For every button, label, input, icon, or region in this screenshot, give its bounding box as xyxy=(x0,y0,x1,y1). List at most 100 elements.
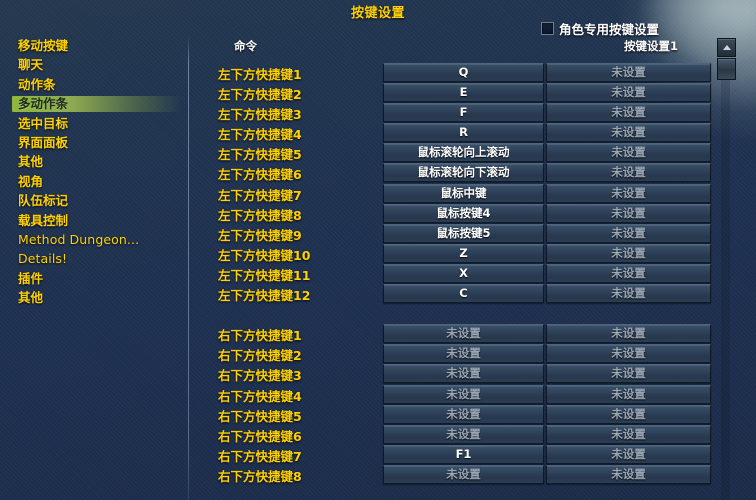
binding2-button[interactable]: 未设置 xyxy=(546,284,711,304)
command-label: 左下方快捷键2 xyxy=(218,87,302,103)
binding1-button[interactable]: 未设置 xyxy=(383,364,544,384)
table-row: 左下方快捷键11 X 未设置 xyxy=(0,263,756,283)
table-row: 左下方快捷键2 E 未设置 xyxy=(0,82,756,103)
binding2-button[interactable]: 未设置 xyxy=(546,444,711,464)
table-row: 右下方快捷键2 未设置 未设置 xyxy=(0,343,756,364)
binding2-button[interactable]: 未设置 xyxy=(546,404,711,424)
sidebar-item-highlight xyxy=(12,96,182,112)
command-label: 左下方快捷键9 xyxy=(218,227,302,243)
binding2-button[interactable]: 未设置 xyxy=(546,103,711,123)
binding2-button[interactable]: 未设置 xyxy=(546,263,711,283)
table-row: 右下方快捷键6 未设置 未设置 xyxy=(0,424,756,444)
binding2-button[interactable]: 未设置 xyxy=(546,384,711,404)
sidebar-item-2[interactable]: 动作条 xyxy=(0,75,188,94)
binding1-button[interactable]: 未设置 xyxy=(383,324,544,344)
binding1-button[interactable]: C xyxy=(383,284,544,304)
command-label: 左下方快捷键6 xyxy=(218,167,302,183)
binding2-button[interactable]: 未设置 xyxy=(546,324,711,344)
binding2-button[interactable]: 未设置 xyxy=(546,344,711,364)
binding2-button[interactable]: 未设置 xyxy=(546,143,711,163)
binding1-button[interactable]: 鼠标按键4 xyxy=(383,203,544,223)
binding2-button[interactable]: 未设置 xyxy=(546,243,711,263)
binding2-button[interactable]: 未设置 xyxy=(546,364,711,384)
binding1-button[interactable]: 未设置 xyxy=(383,404,544,424)
sidebar-item-1[interactable]: 聊天 xyxy=(0,55,188,74)
binding1-button[interactable]: E xyxy=(383,83,544,103)
sidebar-item-0[interactable]: 移动按键 xyxy=(0,36,188,55)
command-label: 左下方快捷键4 xyxy=(218,127,302,143)
sidebar-item-3[interactable]: 多动作条 xyxy=(0,94,188,113)
command-label: 左下方快捷键3 xyxy=(218,107,302,123)
binding2-button[interactable]: 未设置 xyxy=(546,123,711,143)
sidebar-item-9[interactable]: 载具控制 xyxy=(0,211,188,230)
column-header-binding1: 按键设置1 xyxy=(623,39,678,53)
binding2-button[interactable]: 未设置 xyxy=(546,163,711,183)
sidebar-item-5[interactable]: 界面面板 xyxy=(0,133,188,152)
sidebar-item-label: 视角 xyxy=(18,173,44,189)
binding2-button[interactable]: 未设置 xyxy=(546,203,711,223)
command-label: 左下方快捷键8 xyxy=(218,207,302,223)
binding2-button[interactable]: 未设置 xyxy=(546,63,711,82)
binding2-button[interactable]: 未设置 xyxy=(546,424,711,444)
keybinding-list-scrollbar[interactable] xyxy=(717,38,736,500)
character-specific-bindings-checkbox[interactable]: 角色专用按键设置 xyxy=(541,19,659,38)
sidebar-item-label: 其他 xyxy=(18,154,44,170)
table-row: 左下方快捷键12 C 未设置 xyxy=(0,283,756,304)
binding1-button[interactable]: R xyxy=(383,123,544,143)
command-label: 右下方快捷键1 xyxy=(218,328,302,344)
sidebar-item-7[interactable]: 视角 xyxy=(0,172,188,191)
binding1-button[interactable]: 未设置 xyxy=(383,344,544,364)
binding2-button[interactable]: 未设置 xyxy=(546,183,711,203)
sidebar-item-label: 界面面板 xyxy=(18,134,69,150)
checkbox-unchecked-icon[interactable] xyxy=(541,22,554,35)
scrollbar-thumb[interactable] xyxy=(717,58,736,80)
binding1-button[interactable]: 未设置 xyxy=(383,384,544,404)
sidebar-item-label: Details! xyxy=(18,251,68,267)
command-label: 右下方快捷键8 xyxy=(218,468,302,484)
command-label: 左下方快捷键11 xyxy=(218,267,311,283)
binding2-button[interactable]: 未设置 xyxy=(546,223,711,243)
binding1-button[interactable]: 鼠标滚轮向上滚动 xyxy=(383,143,544,163)
binding1-button[interactable]: Q xyxy=(383,63,544,82)
sidebar-item-label: 队伍标记 xyxy=(18,193,69,209)
sidebar-item-10[interactable]: Method Dungeon... xyxy=(0,230,188,249)
scrollbar-track[interactable] xyxy=(721,80,730,500)
scroll-up-button[interactable] xyxy=(717,38,736,57)
command-label: 右下方快捷键4 xyxy=(218,388,302,404)
table-row: 左下方快捷键3 F 未设置 xyxy=(0,102,756,123)
sidebar-item-label: 选中目标 xyxy=(18,115,69,131)
binding1-button[interactable]: Z xyxy=(383,243,544,263)
command-label: 左下方快捷键5 xyxy=(218,147,302,163)
binding1-button[interactable]: 未设置 xyxy=(383,424,544,444)
sidebar-item-6[interactable]: 其他 xyxy=(0,152,188,171)
command-label: 右下方快捷键3 xyxy=(218,368,302,384)
binding1-button[interactable]: X xyxy=(383,263,544,283)
table-row: 右下方快捷键3 未设置 未设置 xyxy=(0,363,756,384)
table-row: 右下方快捷键8 未设置 未设置 xyxy=(0,464,756,484)
command-label: 左下方快捷键1 xyxy=(218,67,302,82)
table-row: 右下方快捷键7 F1 未设置 xyxy=(0,444,756,464)
sidebar-item-label: 动作条 xyxy=(18,76,56,92)
binding1-button[interactable]: 未设置 xyxy=(383,464,544,484)
table-row: 左下方快捷键10 Z 未设置 xyxy=(0,243,756,263)
list-spacer xyxy=(0,303,756,323)
binding1-button[interactable]: 鼠标按键5 xyxy=(383,223,544,243)
binding2-button[interactable]: 未设置 xyxy=(546,83,711,103)
sidebar-item-8[interactable]: 队伍标记 xyxy=(0,191,188,210)
sidebar-divider xyxy=(188,36,189,500)
sidebar-item-label: 多动作条 xyxy=(18,96,69,112)
sidebar-item-12[interactable]: 插件 xyxy=(0,269,188,288)
command-label: 左下方快捷键10 xyxy=(218,247,311,263)
command-label: 左下方快捷键7 xyxy=(218,187,302,203)
binding1-button[interactable]: 鼠标滚轮向下滚动 xyxy=(383,163,544,183)
sidebar-item-label: 插件 xyxy=(18,270,44,286)
binding1-button[interactable]: F1 xyxy=(383,444,544,464)
sidebar-item-4[interactable]: 选中目标 xyxy=(0,114,188,133)
binding1-button[interactable]: F xyxy=(383,103,544,123)
sidebar-item-13[interactable]: 其他 xyxy=(0,288,188,307)
binding2-button[interactable]: 未设置 xyxy=(546,464,711,484)
binding1-button[interactable]: 鼠标中键 xyxy=(383,183,544,203)
table-row: 右下方快捷键1 未设置 未设置 xyxy=(0,323,756,344)
sidebar-item-11[interactable]: Details! xyxy=(0,249,188,268)
character-specific-bindings-label: 角色专用按键设置 xyxy=(559,22,660,37)
